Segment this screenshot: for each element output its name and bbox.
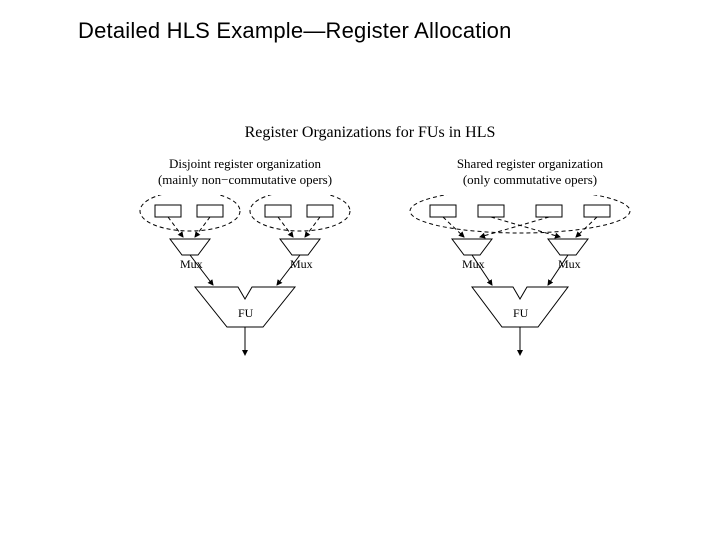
left-subheading-line1: Disjoint register organization xyxy=(169,156,321,171)
right-diagram: Mux Mux FU xyxy=(400,195,650,375)
left-diagram: Mux Mux FU xyxy=(135,195,365,375)
right-subheading-line1: Shared register organization xyxy=(457,156,603,171)
fu-label-left: FU xyxy=(238,306,254,320)
right-subheading: Shared register organization (only commu… xyxy=(420,156,640,189)
mux-label-1: Mux xyxy=(180,257,203,271)
fu-label-right: FU xyxy=(513,306,529,320)
left-subheading-line2: (mainly non−commutative opers) xyxy=(158,172,332,187)
right-subheading-line2: (only commutative opers) xyxy=(463,172,597,187)
figure-title: Register Organizations for FUs in HLS xyxy=(10,124,720,142)
slide: Detailed HLS Example—Register Allocation… xyxy=(0,0,720,540)
page-title: Detailed HLS Example—Register Allocation xyxy=(78,18,512,44)
left-subheading: Disjoint register organization (mainly n… xyxy=(135,156,355,189)
